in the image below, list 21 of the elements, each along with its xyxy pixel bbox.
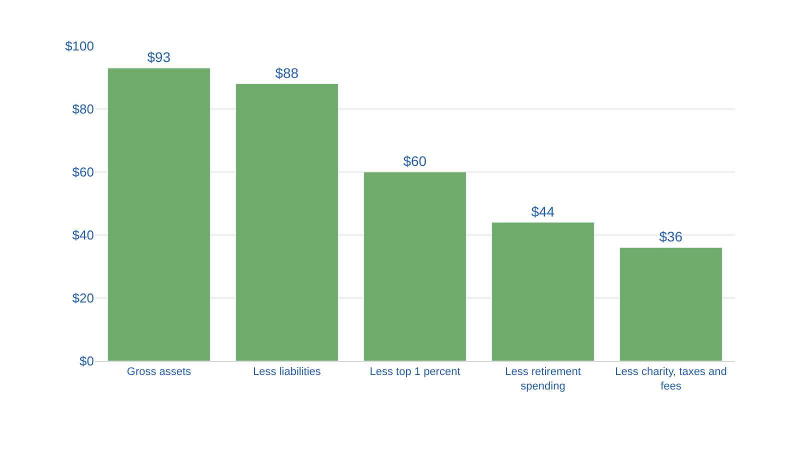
y-tick-label: $80 — [72, 102, 94, 117]
data-label: $88 — [275, 64, 299, 81]
data-label: $44 — [531, 203, 555, 220]
y-tick-label: $0 — [80, 354, 94, 369]
x-tick-label: Gross assets — [126, 366, 192, 378]
y-tick-label: $60 — [72, 164, 94, 180]
data-label: $93 — [147, 49, 171, 66]
y-tick-label: $20 — [72, 290, 94, 306]
y-tick-label: $40 — [72, 228, 94, 243]
bar — [236, 84, 338, 361]
bar — [492, 222, 594, 361]
x-tick-label: Less liabilities — [253, 366, 322, 378]
bar — [364, 172, 466, 361]
x-tick-label: Less charity, taxes and fees — [615, 366, 727, 392]
bar — [620, 247, 722, 361]
x-tick-label: Less retirement spending — [505, 366, 581, 392]
data-label: $60 — [403, 153, 427, 169]
bar — [108, 68, 210, 361]
data-label: $36 — [659, 228, 683, 245]
y-tick-label: $100 — [65, 38, 94, 54]
x-tick-label: Less top 1 percent — [370, 366, 460, 378]
